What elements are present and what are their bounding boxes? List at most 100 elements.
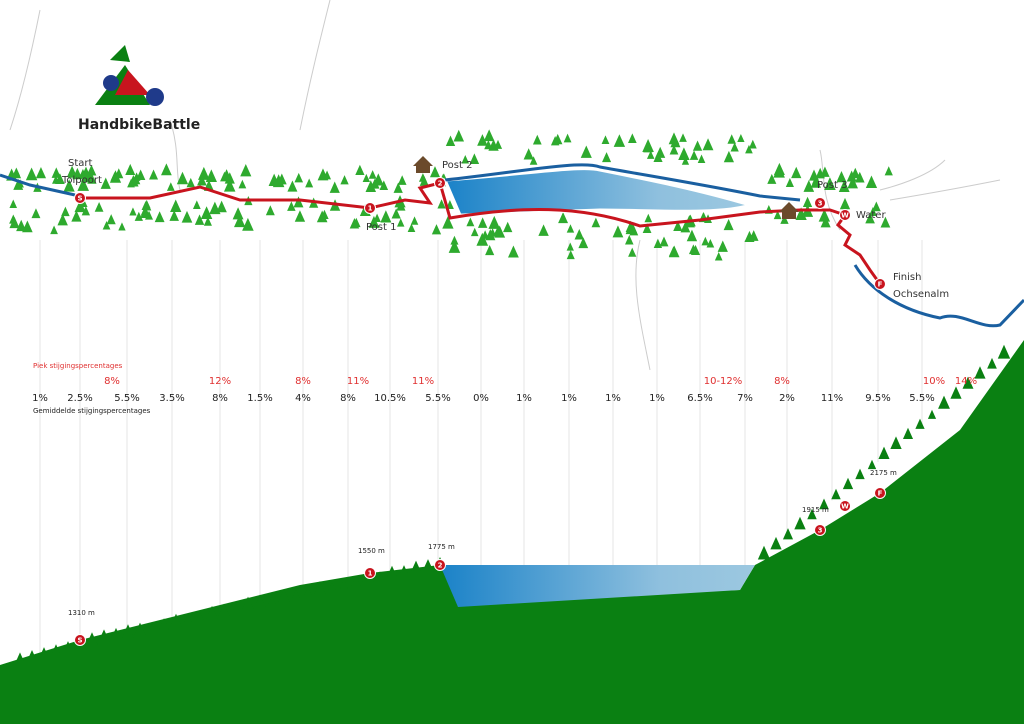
route-marker [74,634,86,646]
tree [668,132,680,145]
tree [566,250,575,260]
marker-letter: F [878,281,883,289]
tree [679,133,687,142]
tree [121,624,135,638]
tree [642,223,652,234]
tree [659,236,669,247]
tree [780,214,789,224]
tree [686,229,698,242]
tree [140,208,150,218]
tree [642,139,654,152]
tree [268,173,280,186]
start-label: Start [68,158,93,169]
tree [770,536,782,550]
tree [12,167,21,176]
peak-gradient: 12% [209,376,231,387]
tree [134,211,143,221]
tree [855,468,865,480]
post2-label: Post 2 [442,160,472,171]
tree [355,164,365,176]
tree [77,177,89,191]
tree [339,579,349,589]
profile-lake [440,565,755,607]
tree [221,169,232,181]
tree [727,134,736,144]
tree [488,215,501,229]
tree [836,170,847,183]
tree [485,244,495,256]
tree [351,575,361,586]
tree [134,622,146,636]
tree [135,169,146,180]
tree [880,216,891,228]
finish-place: Ochsenalm [893,289,949,300]
tree [143,202,152,211]
tree [362,173,370,183]
tree [39,647,49,657]
tree [842,477,854,490]
tree [850,167,860,179]
route-marker [839,209,851,221]
tree [294,172,304,183]
tree [878,446,890,460]
elevation-label: 1915 m [802,506,829,514]
tree [477,217,488,228]
tree [997,344,1011,359]
tree [194,214,205,225]
tree [294,210,306,222]
road [0,163,1024,328]
tree [87,173,97,184]
tree [15,652,25,663]
tree [396,200,406,211]
tree [81,206,91,216]
tree [200,206,213,220]
tree [839,197,851,210]
tree [365,180,377,192]
tree [9,216,20,229]
tree [689,150,699,160]
tree [580,145,592,158]
average-gradient: 0% [473,393,489,404]
tree [701,236,710,246]
tree [169,210,179,221]
tree [820,216,831,228]
tree [453,129,465,142]
tree [625,234,634,245]
start-place: Tolpoort [61,175,102,186]
tree [574,229,584,240]
tree [397,218,405,227]
tree [293,196,304,208]
tree [125,163,136,176]
tree [601,135,610,145]
tree [461,155,470,164]
tree [915,418,925,429]
tree [723,150,735,163]
tree [974,366,986,379]
tree [802,196,813,208]
tree [625,220,636,232]
tree [149,169,159,180]
tree [854,171,865,183]
tree [628,133,637,144]
hut-icon [413,156,433,173]
tree [287,180,298,192]
tree [303,586,313,597]
tree [97,629,111,644]
tree [431,224,442,235]
tree [170,613,182,627]
water-label: Water [856,210,886,221]
tree [466,217,475,227]
route-marker [814,524,826,536]
tree [681,156,690,165]
tree [484,140,493,150]
tree [176,171,189,185]
tree [94,201,104,212]
tree [35,167,47,179]
tree [340,175,349,185]
tree [423,559,433,570]
tree [938,395,950,409]
tree [31,208,41,219]
tree [824,177,836,190]
tree [578,237,589,249]
tree [323,170,332,180]
